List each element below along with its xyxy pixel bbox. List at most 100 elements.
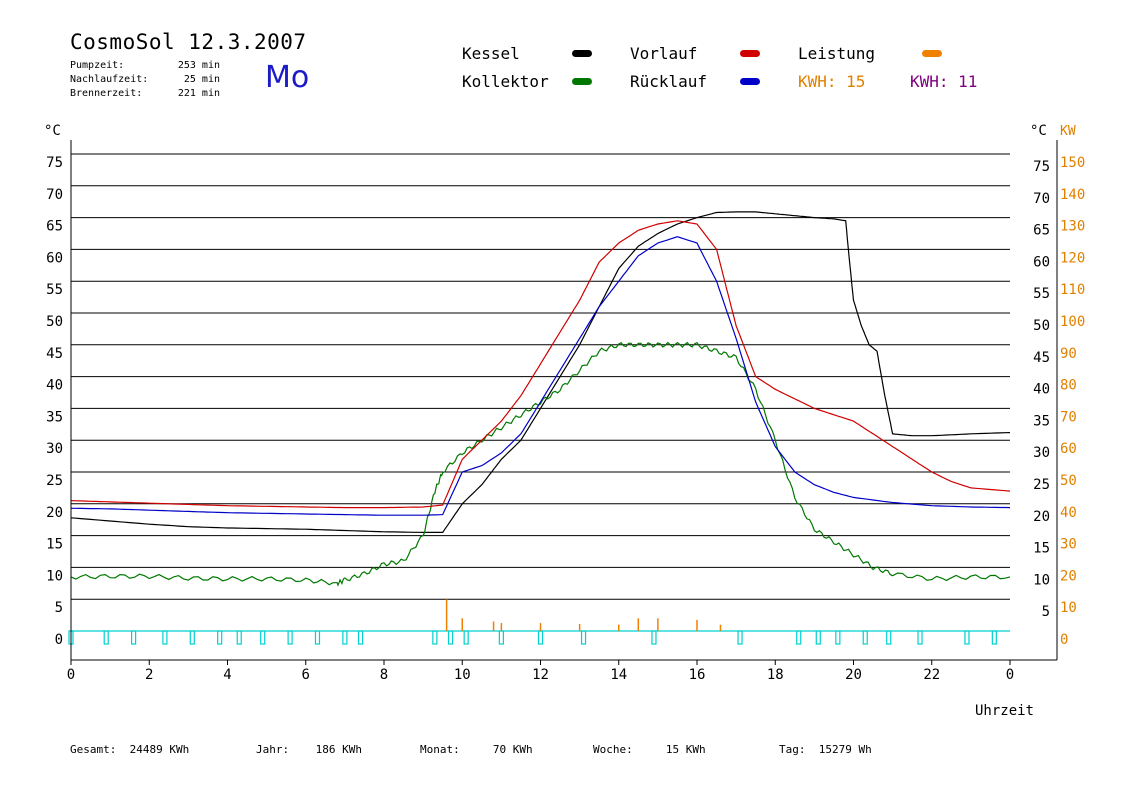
kwh1-label: KWH: [798,72,837,91]
y-right-tick-label: 10 [1033,572,1050,588]
y-axis-unit-left: °C [44,123,61,139]
grid-lines [71,153,1010,632]
legend-kollektor-swatch [572,78,592,85]
pump-pulse [287,630,293,645]
woche-value: 15 KWh [665,743,706,756]
kw-tick-label: 80 [1060,378,1077,394]
x-tick-label: 8 [380,667,388,683]
chart-series [68,211,1011,645]
x-tick-label: 12 [532,667,549,683]
info-value: 221 min [177,88,220,99]
y-tick-label: 50 [46,314,63,330]
y-right-tick-label: 45 [1033,350,1050,366]
pump-pulse [314,630,321,645]
chart-title: CosmoSol 12.3.2007 [70,30,307,54]
pump-pulse [991,630,997,645]
legend-ruecklauf-swatch [740,78,760,85]
kwh1-value: 15 [846,72,866,91]
info-value: 25 min [183,74,220,85]
y-tick-label: 45 [46,346,63,362]
weekday-label: Mo [265,60,310,95]
y-tick-label: 70 [46,187,63,203]
y-right-tick-label: 30 [1033,445,1050,461]
y-right-tick-label: 20 [1033,509,1050,525]
x-tick-label: 14 [610,667,627,683]
series-line-vorlauf [70,220,1011,509]
kw-tick-label: 120 [1060,250,1085,266]
x-tick-label: 0 [67,667,75,683]
pump-pulse [815,630,821,645]
jahr-value: 186 KWh [315,743,362,756]
y-tick-label: 60 [46,250,63,266]
pump-pulse [103,630,109,645]
info-label: Nachlaufzeit: [70,74,149,85]
y-right-tick-label: 25 [1033,477,1050,493]
kw-tick-label: 90 [1060,346,1077,362]
pump-pulse [189,630,195,645]
y-tick-label: 40 [46,378,63,394]
legend-vorlauf-swatch [740,50,760,57]
y-tick-label: 65 [46,219,63,235]
pump-pulse [217,630,223,645]
x-tick-label: 0 [1006,667,1014,683]
monat-label: Monat: [420,743,460,756]
kw-tick-label: 140 [1060,187,1085,203]
pump-pulse [498,630,504,645]
pump-pulse [537,630,544,645]
kw-tick-label: 150 [1060,155,1085,171]
y-tick-label: 0 [55,632,63,648]
y-tick-label: 55 [46,282,63,298]
pump-pulse [463,630,469,645]
info-pumpzeit: Pumpzeit: 253 min [70,59,220,73]
footer-jahr: Jahr: 186 KWh [256,743,362,756]
y-axis-unit-kw: KW [1060,124,1076,139]
pump-pulse [886,630,892,645]
kw-tick-label: 0 [1060,632,1068,648]
y-tick-label: 5 [55,600,63,616]
y-tick-label: 25 [46,473,63,489]
legend-kessel-label: Kessel [462,44,520,63]
y-right-tick-label: 35 [1033,413,1050,429]
kw-tick-label: 100 [1060,314,1085,330]
kw-tick-label: 10 [1060,600,1077,616]
legend-leistung-swatch [922,50,942,57]
pump-pulse [862,630,868,645]
jahr-label: Jahr: [256,743,290,756]
kw-tick-label: 30 [1060,537,1077,553]
series-line-kessel [70,211,1011,533]
kw-tick-label: 60 [1060,441,1077,457]
info-brennerzeit: Brennerzeit: 221 min [70,87,220,101]
y-right-tick-label: 75 [1033,159,1050,175]
pump-pulse [162,630,168,645]
y-tick-label: 15 [46,537,63,553]
chart-axes: 0510152025303540455055606570755101520253… [44,123,1085,719]
legend-vorlauf-label: Vorlauf [630,44,698,63]
y-right-tick-label: 65 [1033,223,1050,239]
kw-tick-label: 20 [1060,568,1077,584]
pump-pulse [260,630,266,645]
info-label: Brennerzeit: [70,88,143,99]
legend-leistung-label: Leistung [798,44,876,63]
x-tick-label: 18 [767,667,784,683]
x-tick-label: 2 [145,667,153,683]
pump-pulse [342,630,348,645]
y-axis-unit-right: °C [1030,123,1047,139]
footer-woche: Woche: 15 KWh [593,743,706,756]
footer-tag: Tag: 15279 Wh [779,743,872,756]
pump-pulse [432,630,438,645]
y-right-tick-label: 50 [1033,318,1050,334]
pump-pulse [236,630,242,645]
tag-value: 15279 Wh [818,743,872,756]
pump-pulse [131,630,137,645]
pump-pulse [447,630,454,645]
legend-kollektor-label: Kollektor [462,72,549,91]
pump-pulse [580,630,587,645]
kw-tick-label: 50 [1060,473,1077,489]
kw-tick-label: 110 [1060,282,1085,298]
x-tick-label: 6 [302,667,310,683]
x-axis-title: Uhrzeit [975,703,1034,719]
x-tick-label: 4 [223,667,231,683]
y-tick-label: 10 [46,568,63,584]
legend-kessel-swatch [572,50,592,57]
